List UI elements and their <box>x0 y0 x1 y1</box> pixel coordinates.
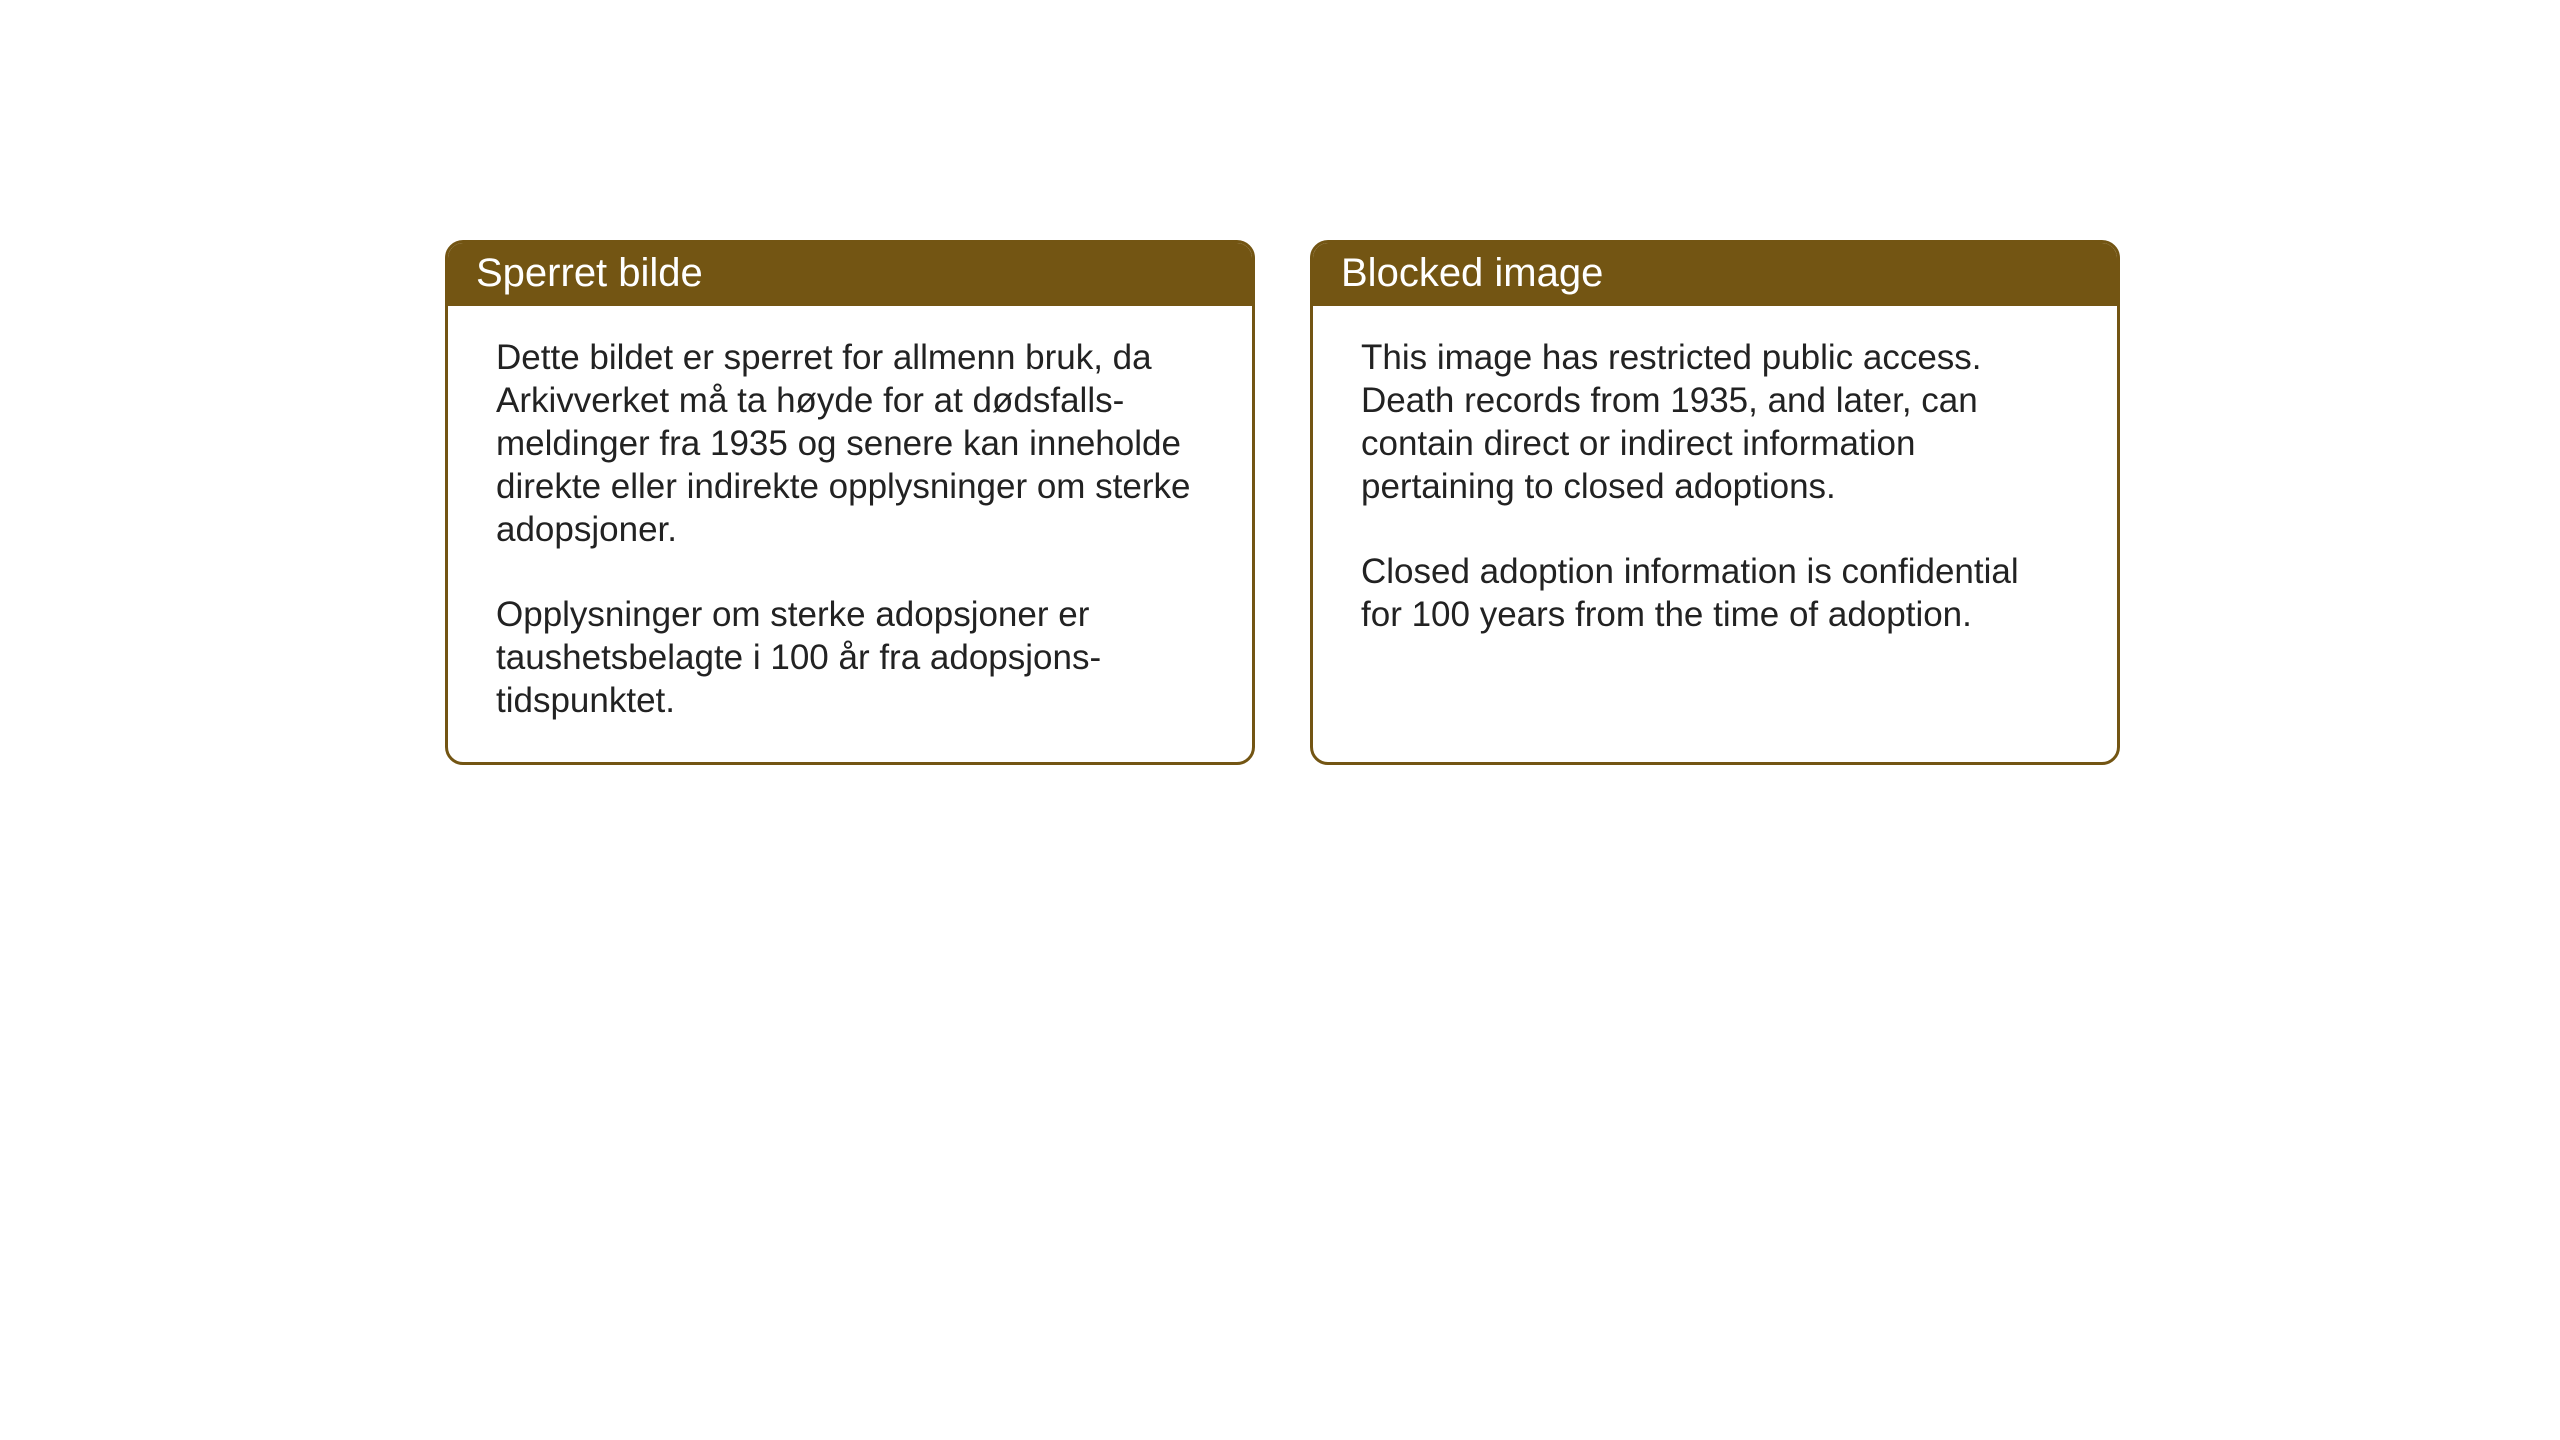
norwegian-notice-card: Sperret bilde Dette bildet er sperret fo… <box>445 240 1255 765</box>
norwegian-card-title: Sperret bilde <box>448 243 1252 306</box>
norwegian-card-body: Dette bildet er sperret for allmenn bruk… <box>448 306 1252 762</box>
norwegian-paragraph-2: Opplysninger om sterke adopsjoner er tau… <box>496 593 1204 722</box>
english-paragraph-1: This image has restricted public access.… <box>1361 336 2069 508</box>
english-paragraph-2: Closed adoption information is confident… <box>1361 550 2069 636</box>
english-card-title: Blocked image <box>1313 243 2117 306</box>
norwegian-paragraph-1: Dette bildet er sperret for allmenn bruk… <box>496 336 1204 551</box>
english-notice-card: Blocked image This image has restricted … <box>1310 240 2120 765</box>
english-card-body: This image has restricted public access.… <box>1313 306 2117 726</box>
notice-container: Sperret bilde Dette bildet er sperret fo… <box>0 0 2560 765</box>
